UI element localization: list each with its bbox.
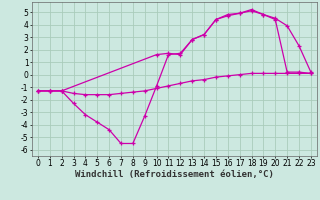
- X-axis label: Windchill (Refroidissement éolien,°C): Windchill (Refroidissement éolien,°C): [75, 170, 274, 179]
